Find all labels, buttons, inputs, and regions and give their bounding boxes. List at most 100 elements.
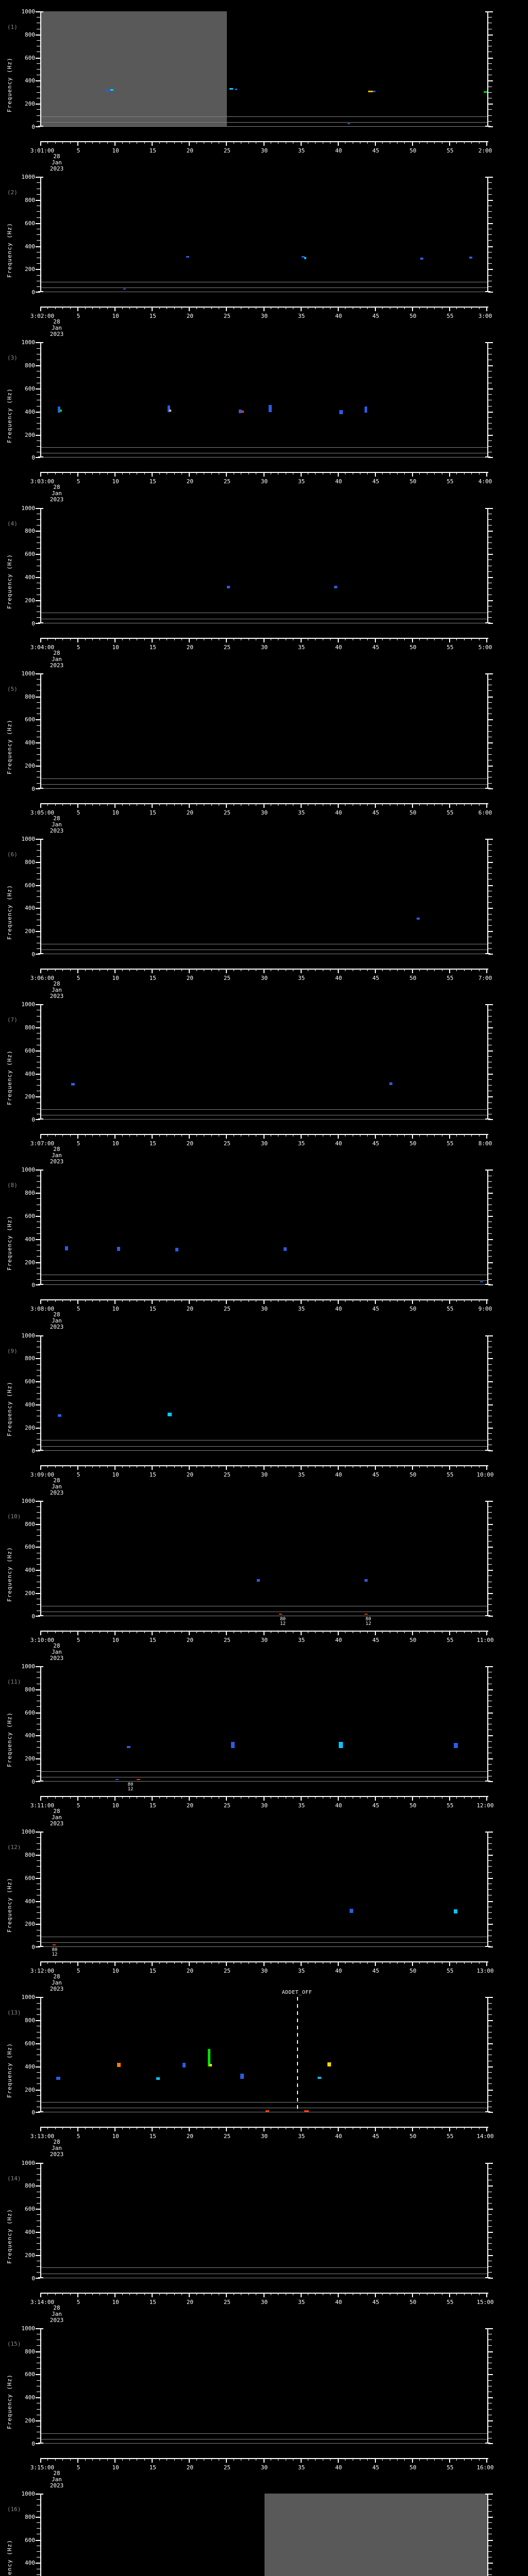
- time-tick: [367, 307, 368, 310]
- axis-cap: [485, 2162, 490, 2164]
- y-tick: [488, 2066, 493, 2067]
- y-tick: [488, 2185, 493, 2187]
- y-tick-label: 600: [25, 1709, 35, 1716]
- time-tick: [62, 2458, 63, 2461]
- y-tick: [37, 2574, 40, 2575]
- time-tick: [449, 1299, 450, 1304]
- time-tick: [464, 1299, 465, 1302]
- time-tick: [55, 472, 56, 475]
- y-tick: [488, 765, 493, 767]
- time-tick: [144, 1134, 145, 1137]
- plot-area: [41, 177, 487, 293]
- time-tick: [129, 1630, 130, 1633]
- time-tick: [92, 2292, 93, 2295]
- y-tick: [37, 2499, 40, 2500]
- time-tick: [337, 2292, 339, 2297]
- time-tick: [70, 2458, 71, 2461]
- y-tick-label: 0: [31, 124, 35, 130]
- y-tick: [488, 1587, 492, 1588]
- y-tick-label: 800: [25, 693, 35, 700]
- time-tick: [411, 969, 413, 973]
- time-tick: [449, 1134, 450, 1139]
- time-tick-label: 50: [409, 809, 417, 816]
- y-tick: [488, 2494, 493, 2495]
- time-axis-end-label: 15:00: [476, 2298, 494, 2306]
- time-tick: [337, 307, 339, 312]
- y-tick-label: 0: [31, 2109, 35, 2116]
- axis-cap: [485, 1500, 490, 1502]
- time-tick: [337, 803, 339, 808]
- reference-line: [41, 784, 487, 785]
- panel-index-label: (7): [7, 1016, 18, 1024]
- y-tick: [488, 1747, 492, 1748]
- time-tick-label: 30: [260, 1471, 268, 1478]
- y-tick-label: 400: [25, 2394, 35, 2401]
- y-tick: [36, 2255, 40, 2256]
- y-tick-label: 1000: [21, 339, 36, 346]
- time-tick: [456, 637, 457, 640]
- time-tick: [159, 1465, 160, 1468]
- time-tick: [196, 1961, 197, 1964]
- time-tick: [471, 1299, 472, 1302]
- y-tick: [488, 34, 493, 36]
- time-tick: [471, 2292, 472, 2295]
- time-tick: [374, 2292, 376, 2297]
- y-axis-left: [36, 839, 43, 955]
- detection-mark: [227, 586, 230, 589]
- time-tick: [397, 2127, 398, 2130]
- y-tick: [37, 2511, 40, 2512]
- y-tick: [488, 1027, 493, 1028]
- y-tick: [37, 1770, 40, 1771]
- time-tick: [337, 2127, 339, 2132]
- time-tick: [70, 1630, 71, 1633]
- time-tick: [62, 637, 63, 640]
- time-tick: [77, 2292, 79, 2297]
- time-tick: [478, 1796, 480, 1799]
- time-tick: [464, 2292, 465, 2295]
- time-tick: [107, 1299, 108, 1302]
- y-tick: [37, 2202, 40, 2204]
- time-tick-label: 30: [260, 478, 268, 485]
- date-label: 28 Jan 2023: [50, 318, 64, 338]
- time-axis-rail: [40, 1299, 488, 1301]
- time-tick: [382, 2292, 383, 2295]
- time-tick: [70, 1134, 71, 1137]
- time-tick: [367, 2127, 368, 2130]
- time-tick: [337, 472, 339, 477]
- y-tick: [37, 896, 40, 897]
- time-tick: [263, 2127, 265, 2132]
- time-tick: [196, 472, 197, 475]
- y-axis-right: [485, 177, 493, 293]
- y-axis-left: [36, 11, 43, 127]
- time-tick-label: 50: [409, 147, 417, 154]
- time-axis-end-label: 6:00: [478, 809, 492, 816]
- y-tick: [488, 1500, 493, 1502]
- y-tick: [488, 240, 492, 241]
- time-tick: [152, 141, 153, 146]
- time-tick: [114, 472, 116, 477]
- time-tick: [330, 637, 331, 640]
- plot-area: [41, 2494, 487, 2576]
- y-tick: [488, 1735, 493, 1737]
- time-tick: [315, 2127, 316, 2130]
- time-tick: [471, 141, 472, 144]
- time-tick: [196, 969, 197, 971]
- y-tick: [36, 1170, 40, 1171]
- y-tick: [488, 1050, 493, 1052]
- time-tick: [419, 1134, 420, 1137]
- y-tick: [36, 2563, 40, 2564]
- time-tick: [122, 307, 123, 310]
- reference-line: [41, 788, 487, 789]
- y-tick: [488, 1433, 492, 1434]
- time-tick-label: 45: [372, 147, 380, 154]
- time-tick: [449, 803, 450, 808]
- y-tick-label: 800: [25, 31, 35, 38]
- time-tick: [434, 2458, 435, 2461]
- y-tick: [488, 246, 493, 247]
- date-label: 28 Jan 2023: [50, 1642, 64, 1662]
- y-tick: [488, 126, 493, 127]
- time-tick-label: 10: [112, 643, 119, 651]
- time-axis-rail: [40, 2292, 488, 2294]
- time-tick: [434, 1796, 435, 1799]
- time-axis-end-label: 13:00: [476, 1968, 494, 1975]
